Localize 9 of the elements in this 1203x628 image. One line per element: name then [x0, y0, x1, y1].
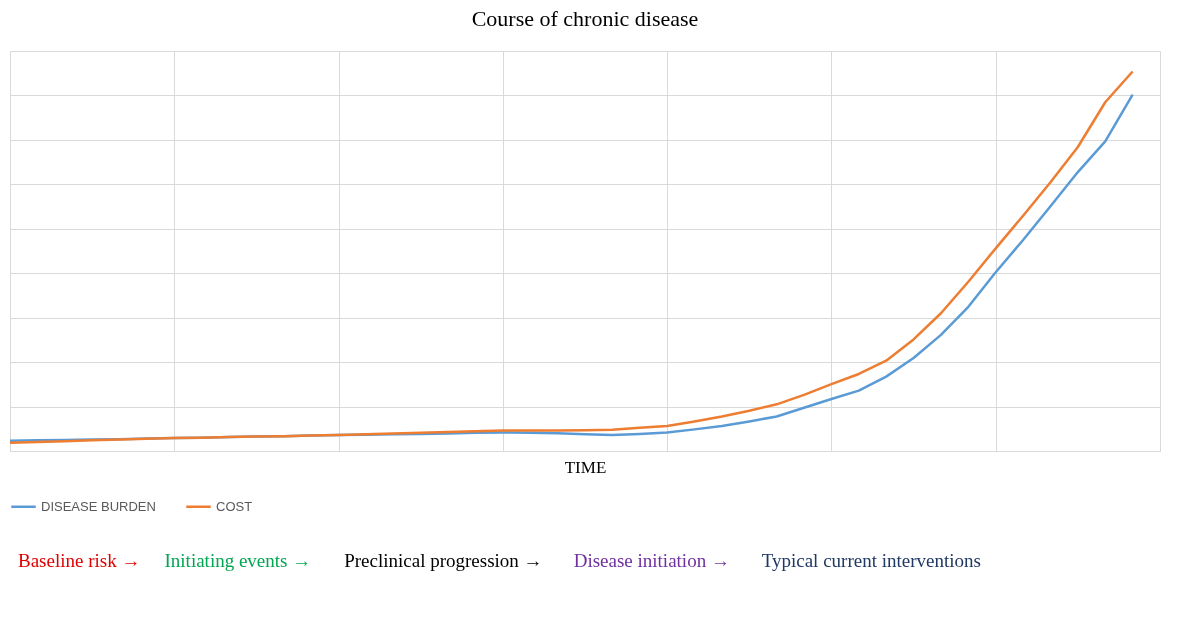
- legend-label: COST: [216, 498, 253, 514]
- text: Preclinical progression →: [344, 550, 543, 571]
- x-axis-title: TIME: [564, 457, 607, 477]
- chart-title: Course of chronic disease: [471, 6, 699, 31]
- text: Baseline risk →: [18, 550, 141, 571]
- legend-label: DISEASE BURDEN: [41, 498, 156, 514]
- text: Disease initiation →: [573, 550, 730, 571]
- text: Typical current interventions: [761, 550, 981, 571]
- text: Initiating events →: [164, 550, 312, 571]
